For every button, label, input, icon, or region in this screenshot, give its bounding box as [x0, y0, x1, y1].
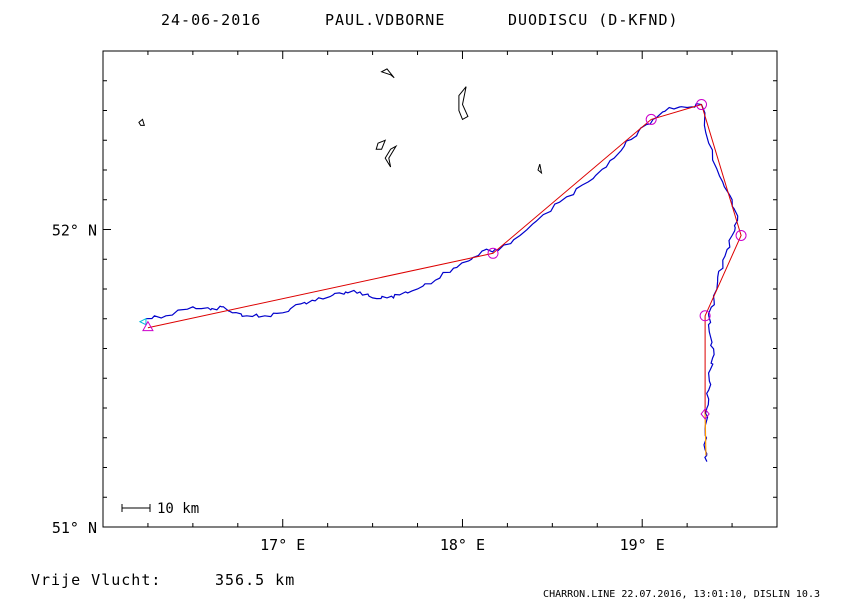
finish-diamond-marker — [700, 408, 710, 420]
release-marker — [138, 317, 147, 326]
turnpoint-circle-marker — [699, 310, 711, 322]
turnpoint-circle-marker — [645, 113, 657, 125]
turnpoint-circle-marker — [735, 229, 747, 241]
turnpoint-circle-marker — [696, 99, 708, 111]
task-layer — [142, 99, 747, 420]
y-tick-label: 51° N — [52, 519, 97, 537]
x-tick-label: 19° E — [620, 536, 665, 554]
axis-labels: 17° E 18° E 19° E 51° N 52° N — [52, 222, 665, 555]
coast-shape — [537, 163, 543, 175]
distance-label: Vrije Vlucht: — [31, 571, 161, 589]
task-line — [147, 103, 742, 414]
flight-track — [146, 103, 739, 462]
credit-line: CHARRON.LINE 22.07.2016, 13:01:10, DISLI… — [543, 589, 820, 600]
start-triangle-marker — [142, 320, 154, 332]
y-tick-label: 52° N — [52, 222, 97, 240]
title-date: 24-06-2016 — [161, 11, 261, 29]
title-glider: DUODISCU (D-KFND) — [508, 11, 679, 29]
turnpoint-circle-marker — [487, 247, 499, 259]
coast-shape — [138, 118, 145, 126]
coastline-layer — [138, 68, 543, 175]
landing-leg — [704, 413, 707, 456]
scale-bar-label: 10 km — [157, 501, 199, 517]
coast-shape — [375, 139, 387, 150]
distance-value: 356.5 km — [215, 571, 295, 589]
coast-shape — [458, 86, 469, 121]
coast-shape — [384, 144, 398, 168]
scale-bar: 10 km — [121, 501, 199, 517]
x-tick-label: 17° E — [260, 536, 305, 554]
axis-ticks — [102, 50, 778, 528]
x-tick-label: 18° E — [440, 536, 485, 554]
coast-shape — [380, 68, 395, 79]
title-pilot: PAUL.VDBORNE — [325, 11, 445, 29]
flight-track-layer — [138, 103, 739, 462]
